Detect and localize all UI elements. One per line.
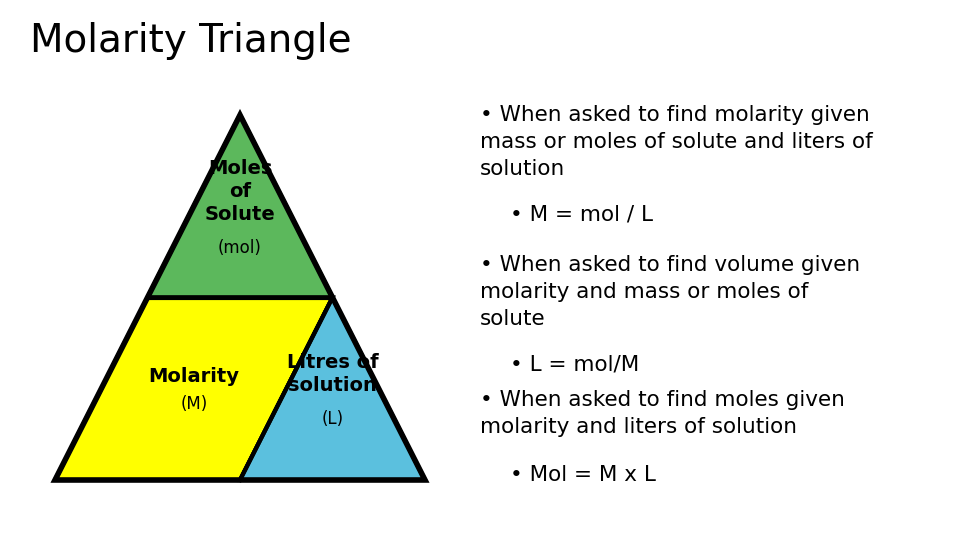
Text: (mol): (mol) bbox=[218, 239, 262, 257]
Text: (M): (M) bbox=[180, 395, 207, 413]
Text: • When asked to find volume given
molarity and mass or moles of
solute: • When asked to find volume given molari… bbox=[480, 255, 860, 329]
Polygon shape bbox=[148, 115, 332, 298]
Text: (L): (L) bbox=[322, 410, 344, 428]
Text: Molarity Triangle: Molarity Triangle bbox=[30, 22, 351, 60]
Text: • L = mol/M: • L = mol/M bbox=[510, 355, 639, 375]
Text: Litres of
solution: Litres of solution bbox=[287, 353, 378, 395]
Text: Molarity: Molarity bbox=[148, 367, 239, 386]
Text: Moles
of
Solute: Moles of Solute bbox=[204, 159, 276, 224]
Polygon shape bbox=[240, 298, 425, 480]
Polygon shape bbox=[55, 298, 332, 480]
Text: • When asked to find molarity given
mass or moles of solute and liters of
soluti: • When asked to find molarity given mass… bbox=[480, 105, 873, 179]
Text: • M = mol / L: • M = mol / L bbox=[510, 205, 653, 225]
Text: • When asked to find moles given
molarity and liters of solution: • When asked to find moles given molarit… bbox=[480, 390, 845, 437]
Text: • Mol = M x L: • Mol = M x L bbox=[510, 465, 656, 485]
